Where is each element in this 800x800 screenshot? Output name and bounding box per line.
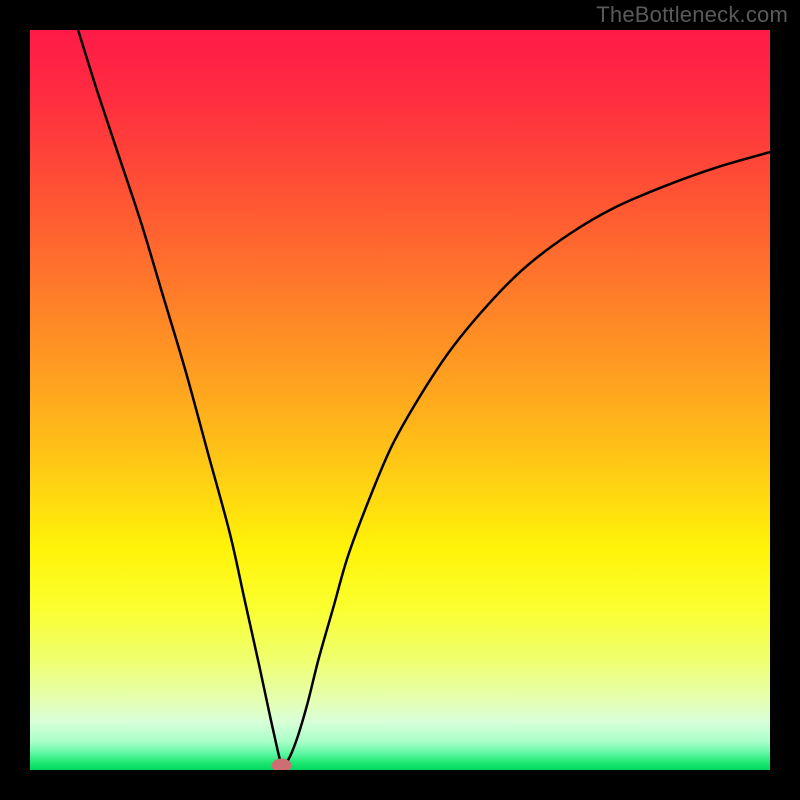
watermark-text: TheBottleneck.com xyxy=(596,2,788,28)
chart-container: TheBottleneck.com xyxy=(0,0,800,800)
plot-background xyxy=(30,30,770,770)
chart-svg xyxy=(0,0,800,800)
